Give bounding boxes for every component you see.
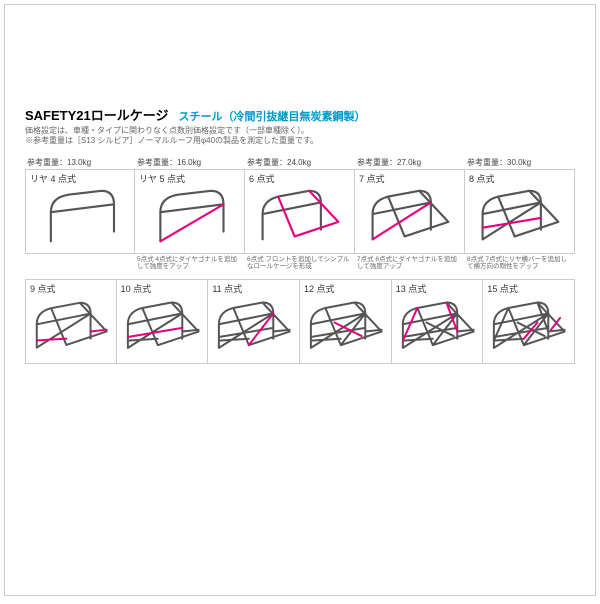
weights-row: 参考重量：13.0kg 参考重量：16.0kg 参考重量：24.0kg 参考重量… (25, 155, 575, 169)
notes-row-1: 5点式 4点式にダイヤゴナルを追加して強度をアップ 6点式 フロントを追加してシ… (25, 254, 575, 271)
catalog-sheet: SAFETY21ロールケージ スチール（冷間引抜継目無炭素鋼製） 価格設定は、車… (4, 4, 596, 596)
header-row: SAFETY21ロールケージ スチール（冷間引抜継目無炭素鋼製） (25, 105, 575, 124)
description: 価格設定は、車種・タイプに関わりなく点数別価格設定です（一部車種除く）。 ※参考… (25, 126, 575, 147)
cell-15pt: 15 点式 (483, 279, 575, 364)
cell-8pt: 8 点式 (465, 169, 575, 254)
cage-13pt-icon (392, 293, 483, 361)
cage-7pt-icon (355, 183, 464, 251)
weight-0: 参考重量：13.0kg (25, 155, 135, 169)
cage-10pt-icon (117, 293, 208, 361)
note-3: 7点式 6点式にダイヤゴナルを追加して強度アップ (355, 254, 465, 271)
cell-11pt: 11 点式 (208, 279, 300, 364)
note-2: 6点式 フロントを追加してシンプルなロールケージを形成 (245, 254, 355, 271)
weight-1: 参考重量：16.0kg (135, 155, 245, 169)
cage-row-1: リヤ 4 点式 リヤ 5 点式 6 点式 (25, 169, 575, 254)
weight-3: 参考重量：27.0kg (355, 155, 465, 169)
product-title: SAFETY21ロールケージ (25, 105, 168, 124)
cell-10pt: 10 点式 (117, 279, 209, 364)
cell-13pt: 13 点式 (392, 279, 484, 364)
cage-15pt-icon (483, 293, 574, 361)
cage-9pt-icon (26, 293, 116, 361)
weight-2: 参考重量：24.0kg (245, 155, 355, 169)
cell-4pt: リヤ 4 点式 (25, 169, 135, 254)
desc-line-2: ※参考重量は［S13 シルビア］ノーマルルーフ用φ40の製品を測定した重量です。 (25, 136, 575, 146)
cage-5pt-icon (135, 183, 244, 251)
cage-8pt-icon (465, 183, 574, 251)
cage-row-2: 9 点式 10 点式 11 点式 (25, 279, 575, 364)
note-0 (25, 254, 135, 271)
weight-4: 参考重量：30.0kg (465, 155, 575, 169)
cell-12pt: 12 点式 (300, 279, 392, 364)
cage-11pt-icon (208, 293, 299, 361)
cell-9pt: 9 点式 (25, 279, 117, 364)
desc-line-1: 価格設定は、車種・タイプに関わりなく点数別価格設定です（一部車種除く）。 (25, 126, 575, 136)
note-4: 8点式 7点式にリヤ横バーを追加して横方向の剛性をアップ (465, 254, 575, 271)
product-subtitle: スチール（冷間引抜継目無炭素鋼製） (178, 108, 365, 124)
cell-5pt: リヤ 5 点式 (135, 169, 245, 254)
note-1: 5点式 4点式にダイヤゴナルを追加して強度をアップ (135, 254, 245, 271)
cell-6pt: 6 点式 (245, 169, 355, 254)
cage-4pt-icon (26, 183, 134, 251)
cage-12pt-icon (300, 293, 391, 361)
cage-6pt-icon (245, 183, 354, 251)
cell-7pt: 7 点式 (355, 169, 465, 254)
